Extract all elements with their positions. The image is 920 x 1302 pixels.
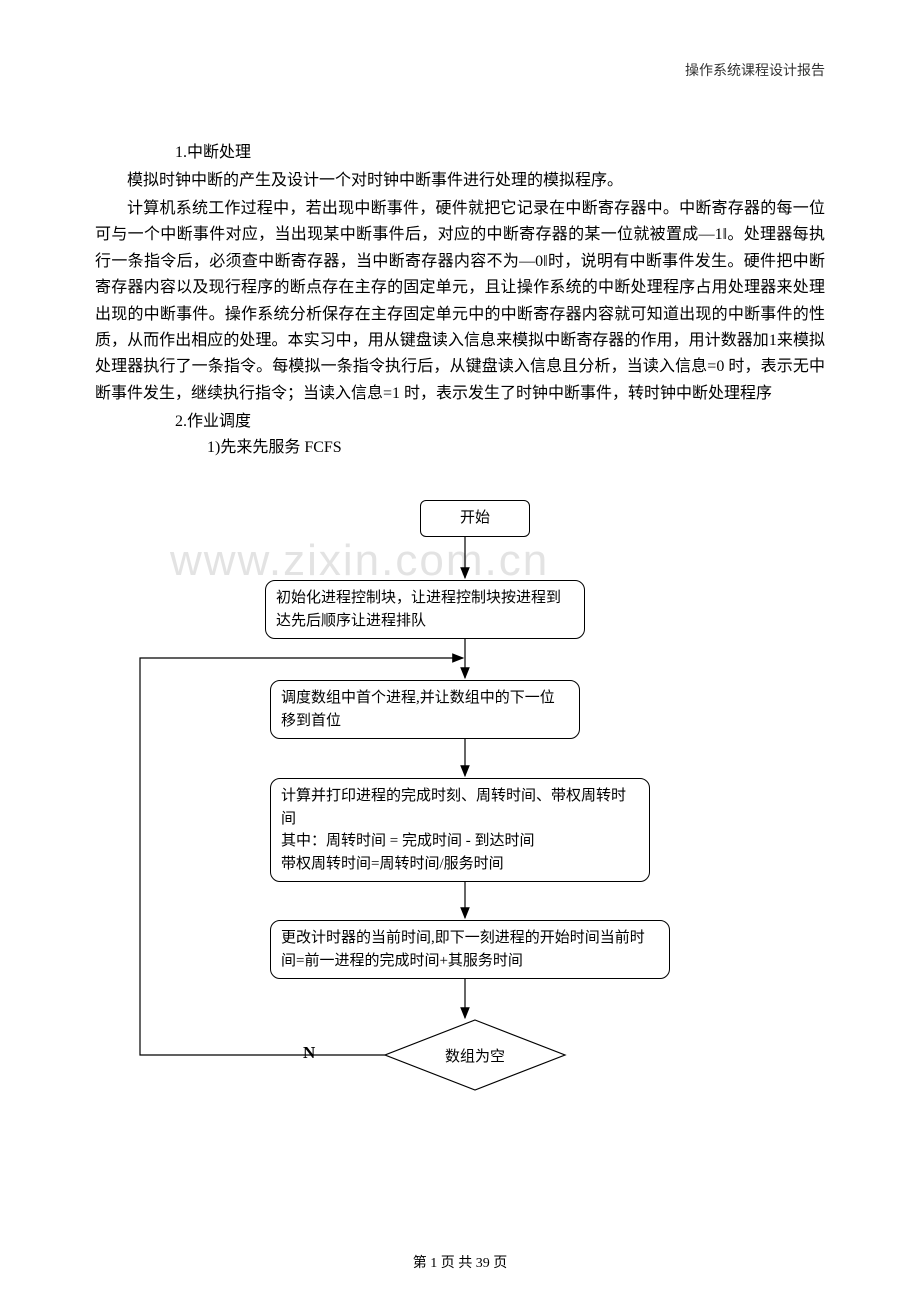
flowchart: www.zixin.com.cn 开始 初始化进程控制块，让进程控制块按进程到达… xyxy=(95,500,825,1140)
flow-node-dispatch: 调度数组中首个进程,并让数组中的下一位移到首位 xyxy=(270,680,580,739)
section-2-title: 2.作业调度 xyxy=(175,409,825,435)
document-page: 操作系统课程设计报告 1.中断处理 模拟时钟中断的产生及设计一个对时钟中断事件进… xyxy=(0,0,920,1170)
page-header: 操作系统课程设计报告 xyxy=(685,60,825,80)
section-1-title: 1.中断处理 xyxy=(175,140,825,166)
section-1-intro: 模拟时钟中断的产生及设计一个对时钟中断事件进行处理的模拟程序。 xyxy=(95,168,825,194)
flow-no-label: N xyxy=(303,1043,315,1063)
page-footer: 第 1 页 共 39 页 xyxy=(0,1252,920,1272)
section-2-sub: 1)先来先服务 FCFS xyxy=(207,435,825,461)
flow-decision: 数组为空 xyxy=(415,1045,535,1066)
flow-node-timer: 更改计时器的当前时间,即下一刻进程的开始时间当前时间=前一进程的完成时间+其服务… xyxy=(270,920,670,979)
flow-start: 开始 xyxy=(420,500,530,537)
section-1-body: 计算机系统工作过程中，若出现中断事件，硬件就把它记录在中断寄存器中。中断寄存器的… xyxy=(95,196,825,407)
flow-node-init: 初始化进程控制块，让进程控制块按进程到达先后顺序让进程排队 xyxy=(265,580,585,639)
flow-node-calc: 计算并打印进程的完成时刻、周转时间、带权周转时间 其中：周转时间 = 完成时间 … xyxy=(270,778,650,882)
